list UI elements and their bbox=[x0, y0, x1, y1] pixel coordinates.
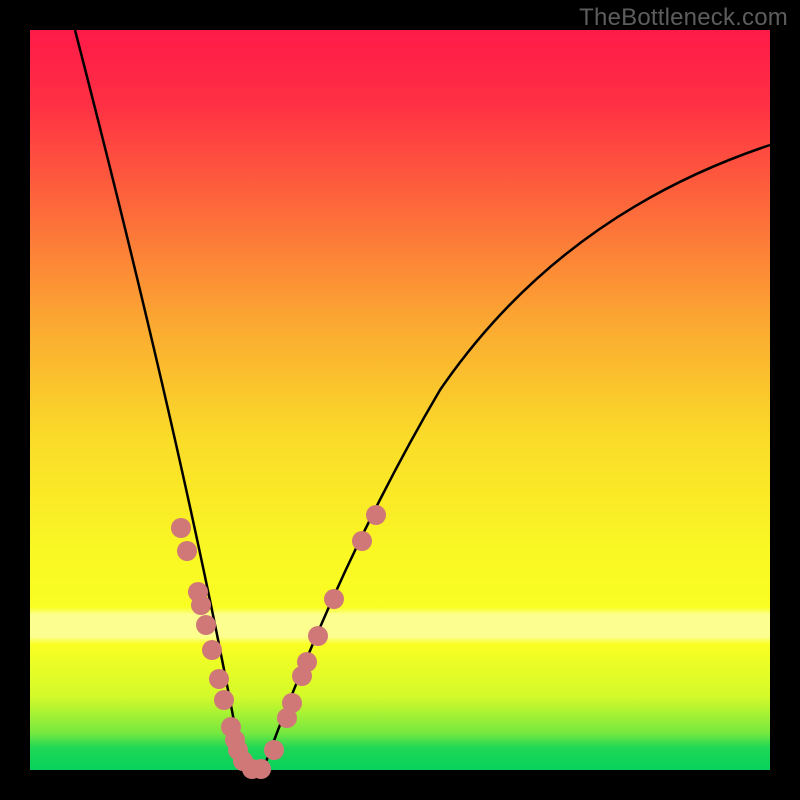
chart-container: TheBottleneck.com bbox=[0, 0, 800, 800]
curve-marker bbox=[196, 615, 216, 635]
curve-marker bbox=[191, 595, 211, 615]
plot-background bbox=[30, 30, 770, 770]
curve-marker bbox=[251, 759, 271, 779]
curve-marker bbox=[202, 640, 222, 660]
curve-marker bbox=[366, 505, 386, 525]
bottleneck-curve-chart bbox=[0, 0, 800, 800]
curve-marker bbox=[352, 531, 372, 551]
curve-marker bbox=[209, 669, 229, 689]
curve-marker bbox=[297, 652, 317, 672]
curve-marker bbox=[171, 518, 191, 538]
curve-marker bbox=[177, 541, 197, 561]
curve-marker bbox=[264, 740, 284, 760]
curve-marker bbox=[282, 693, 302, 713]
curve-marker bbox=[324, 589, 344, 609]
curve-marker bbox=[214, 690, 234, 710]
watermark-text: TheBottleneck.com bbox=[579, 4, 788, 32]
curve-marker bbox=[308, 626, 328, 646]
